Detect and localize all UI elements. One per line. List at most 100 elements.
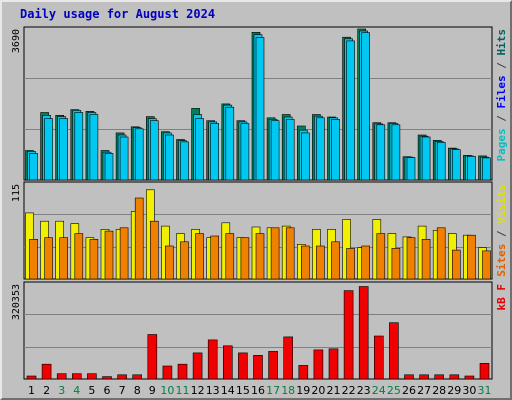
x-tick-label: 29 [447, 384, 461, 397]
bar-sites-day-29 [451, 249, 461, 280]
chart-title: Daily usage for August 2024 [20, 7, 215, 21]
x-tick-label: 17 [266, 384, 280, 397]
bar-kb-f-day-17 [268, 351, 278, 380]
bar-sites-day-7 [119, 227, 129, 280]
bar-pages-day-11 [180, 141, 189, 181]
x-tick-label: 13 [206, 384, 220, 397]
bar-pages-day-7 [119, 136, 129, 181]
panel-side-label: Sites / Visits [495, 184, 508, 277]
bar-sites-day-26 [406, 237, 416, 280]
x-tick-label: 31 [478, 384, 492, 397]
bar-pages-day-17 [270, 120, 280, 181]
bar-kb-f-day-29 [449, 374, 460, 380]
legend-entry: Sites [495, 244, 508, 277]
bar-kb-f-day-14 [223, 345, 233, 380]
bar-sites-day-30 [467, 234, 476, 280]
bar-kb-f-day-15 [238, 352, 248, 380]
x-tick-label: 16 [251, 384, 265, 397]
legend-entry: Files [495, 75, 508, 108]
bar-kb-f-day-3 [56, 373, 67, 380]
x-tick-label: 22 [342, 384, 356, 397]
bar-pages-day-26 [406, 157, 416, 181]
bar-pages-day-3 [59, 118, 69, 181]
x-tick-label: 18 [281, 384, 295, 397]
bar-sites-day-16 [255, 233, 265, 280]
bar-sites-day-15 [240, 237, 250, 280]
bar-sites-day-20 [316, 245, 325, 280]
bar-pages-day-1 [29, 153, 38, 181]
bar-pages-day-12 [195, 118, 204, 181]
bar-sites-day-22 [346, 248, 355, 280]
bar-pages-day-25 [391, 124, 401, 181]
bar-kb-f-day-28 [434, 374, 445, 380]
bar-pages-day-13 [210, 123, 219, 181]
x-tick-label: 19 [296, 384, 310, 397]
x-tick-label: 28 [432, 384, 446, 397]
bar-pages-day-24 [376, 124, 386, 181]
bar-kb-f-day-25 [389, 322, 399, 380]
bar-sites-day-19 [300, 245, 310, 280]
bar-pages-day-27 [421, 136, 431, 181]
x-tick-label: 10 [160, 384, 174, 397]
bar-sites-day-28 [436, 227, 446, 280]
x-tick-label: 15 [236, 384, 250, 397]
bar-pages-day-20 [316, 117, 325, 181]
x-tick-label: 3 [58, 384, 65, 397]
panel-side-label: Pages / Files / Hits [495, 29, 508, 162]
x-tick-label: 26 [402, 384, 416, 397]
bar-sites-day-3 [59, 237, 69, 280]
bar-kb-f-day-18 [283, 336, 294, 380]
panel-max-label: 115 [11, 184, 22, 202]
bar-kb-f-day-10 [162, 365, 173, 380]
panel-side-label: kB F [495, 284, 508, 311]
bar-sites-day-2 [44, 237, 53, 280]
bar-kb-f-day-19 [298, 365, 309, 380]
bar-sites-day-27 [421, 239, 431, 280]
bar-kb-f-day-13 [207, 339, 218, 380]
bar-pages-day-22 [346, 40, 355, 181]
bar-pages-day-30 [467, 156, 476, 181]
bar-pages-day-5 [89, 114, 99, 181]
x-tick-label: 4 [73, 384, 80, 397]
bar-kb-f-day-8 [132, 374, 142, 380]
panel-hits-files: 3690 Pages / Files / Hits [11, 26, 508, 181]
bar-sites-day-10 [165, 245, 174, 280]
x-tick-label: 24 [372, 384, 386, 397]
x-tick-label: 20 [311, 384, 325, 397]
bar-sites-day-13 [210, 235, 219, 280]
x-tick-label: 30 [462, 384, 476, 397]
bar-pages-day-10 [165, 134, 174, 181]
bar-kb-f-day-6 [102, 376, 112, 380]
bar-pages-day-14 [225, 106, 235, 181]
x-tick-label: 12 [191, 384, 205, 397]
bar-sites-day-1 [29, 239, 38, 280]
panel-max-label: 320353 [11, 284, 22, 320]
x-tick-label: 9 [149, 384, 156, 397]
bar-kb-f-day-11 [177, 363, 188, 380]
bar-pages-day-31 [482, 157, 491, 181]
bar-kb-f-day-16 [253, 354, 263, 380]
x-tick-label: 27 [417, 384, 431, 397]
bar-sites-day-8 [134, 197, 144, 280]
bar-sites-day-12 [195, 233, 204, 280]
bar-sites-day-21 [331, 241, 340, 280]
bar-pages-day-9 [150, 120, 159, 181]
bar-kb-f-day-2 [41, 363, 52, 380]
bar-pages-day-8 [134, 128, 144, 181]
bar-pages-day-28 [436, 142, 446, 181]
x-tick-label: 23 [357, 384, 371, 397]
x-tick-label: 21 [327, 384, 341, 397]
bar-kb-f-day-9 [147, 334, 158, 380]
legend-entry: Pages [495, 128, 508, 161]
bar-kb-f-day-12 [192, 352, 203, 380]
bar-kb-f-day-23 [358, 286, 369, 380]
bar-kb-f-day-24 [373, 335, 384, 380]
bar-kb-f-day-4 [72, 373, 82, 380]
bar-pages-day-23 [361, 32, 371, 181]
x-tick-label: 7 [119, 384, 126, 397]
legend-entry: Hits [495, 29, 508, 56]
panel-sites-visits: 115 Sites / Visits [11, 181, 508, 280]
x-tick-label: 14 [221, 384, 235, 397]
bar-pages-day-21 [331, 119, 340, 181]
